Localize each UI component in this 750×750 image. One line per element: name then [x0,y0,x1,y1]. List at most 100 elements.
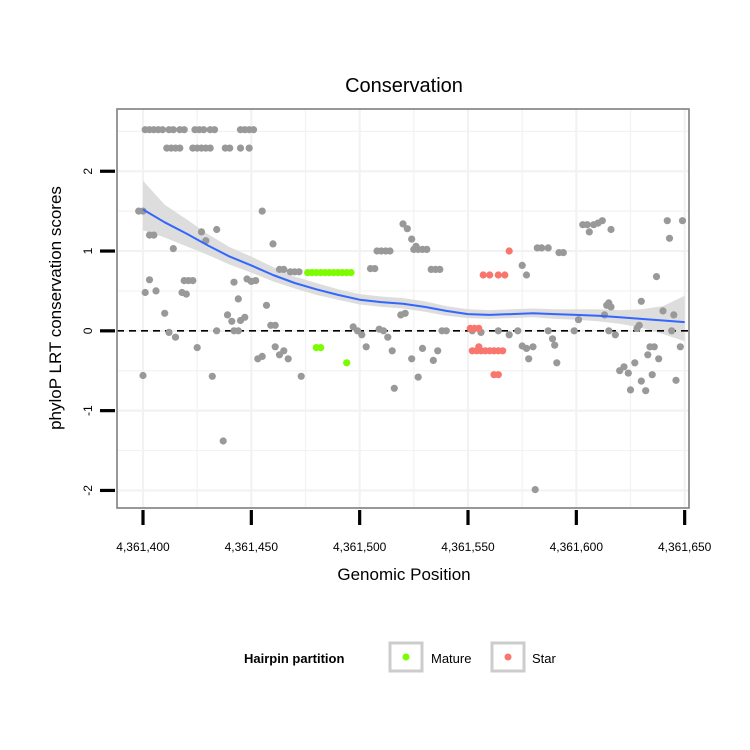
point-other [362,343,370,351]
point-other [280,347,288,355]
scatter-points [135,126,687,494]
x-axis: 4,361,400 4,361,450 4,361,500 4,361,550 4,36… [116,510,712,554]
point-other [403,225,411,233]
point-other [161,309,169,317]
point-other [200,126,208,134]
y-tick-label: 2 [81,168,95,175]
point-other [412,242,420,250]
point-other [514,327,522,335]
point-other [620,363,628,371]
x-tick-label: 4,361,650 [658,540,712,554]
point-other [544,244,552,252]
point-other [544,327,552,335]
point-other [189,277,197,285]
point-other [141,288,149,297]
point-other [652,273,661,281]
point-other [197,228,206,236]
point-star [505,247,513,255]
point-star [501,271,509,279]
point-other [145,276,154,284]
y-axis: -2 -1 0 1 2 [81,168,115,496]
y-tick-label: 1 [81,247,95,254]
legend: Hairpin partition Mature Star [244,641,557,673]
point-other [371,265,379,273]
point-other [505,331,513,339]
point-star [475,343,483,351]
point-other [150,231,158,239]
point-other [436,265,444,273]
x-tick-label: 4,361,600 [550,540,604,554]
point-other [245,144,253,152]
point-other [429,356,437,364]
smooth-line [142,208,685,324]
point-other [295,268,303,276]
point-other [213,327,221,335]
point-other [158,126,167,134]
point-other [234,327,242,335]
point-other [193,344,201,352]
y-tick-label: 0 [81,327,95,334]
point-mature [317,344,325,352]
point-other [525,355,533,363]
point-other [408,235,416,243]
point-other [414,373,422,381]
point-other [642,387,650,395]
point-other [208,372,216,380]
point-star [499,347,507,355]
point-other [678,217,687,225]
point-other [442,327,450,335]
point-other [531,486,539,494]
legend-marker-mature [402,653,410,661]
point-other [165,328,173,336]
point-other [169,126,177,134]
legend-title: Hairpin partition [244,651,344,666]
point-other [390,384,398,392]
point-other [379,327,388,335]
point-other [611,331,619,339]
x-tick-label: 4,361,550 [441,540,495,554]
point-other [230,278,238,286]
point-other [271,321,279,329]
confidence-band [143,180,685,342]
point-other [219,437,227,445]
point-other [574,316,583,324]
point-other [236,144,245,152]
point-other [607,225,615,234]
point-other [553,359,561,367]
point-star [475,324,483,332]
point-other [631,359,639,367]
point-other [408,355,416,363]
point-other [258,352,266,360]
point-other [171,333,180,341]
point-other [670,311,678,319]
point-other [401,309,409,317]
point-other [600,311,609,319]
point-other [650,343,658,351]
point-other [538,244,546,252]
point-other [570,327,578,335]
point-other [234,295,242,303]
y-tick-label: -2 [81,485,95,496]
point-other [668,327,676,335]
point-other [626,386,635,394]
point-other [637,377,645,385]
point-other [637,297,645,305]
y-tick-label: -1 [81,405,95,416]
point-other [241,313,249,321]
point-other [182,290,190,298]
point-mature [343,359,351,367]
point-other [139,371,147,380]
point-other [559,249,567,257]
point-other [548,335,557,343]
point-star [486,271,494,279]
point-other [648,371,656,379]
point-other [388,347,396,355]
point-star [494,371,502,379]
point-other [434,347,442,355]
point-other [180,126,188,134]
point-other [644,351,652,359]
point-other [522,344,531,352]
point-other [262,301,271,309]
point-other [529,343,537,351]
